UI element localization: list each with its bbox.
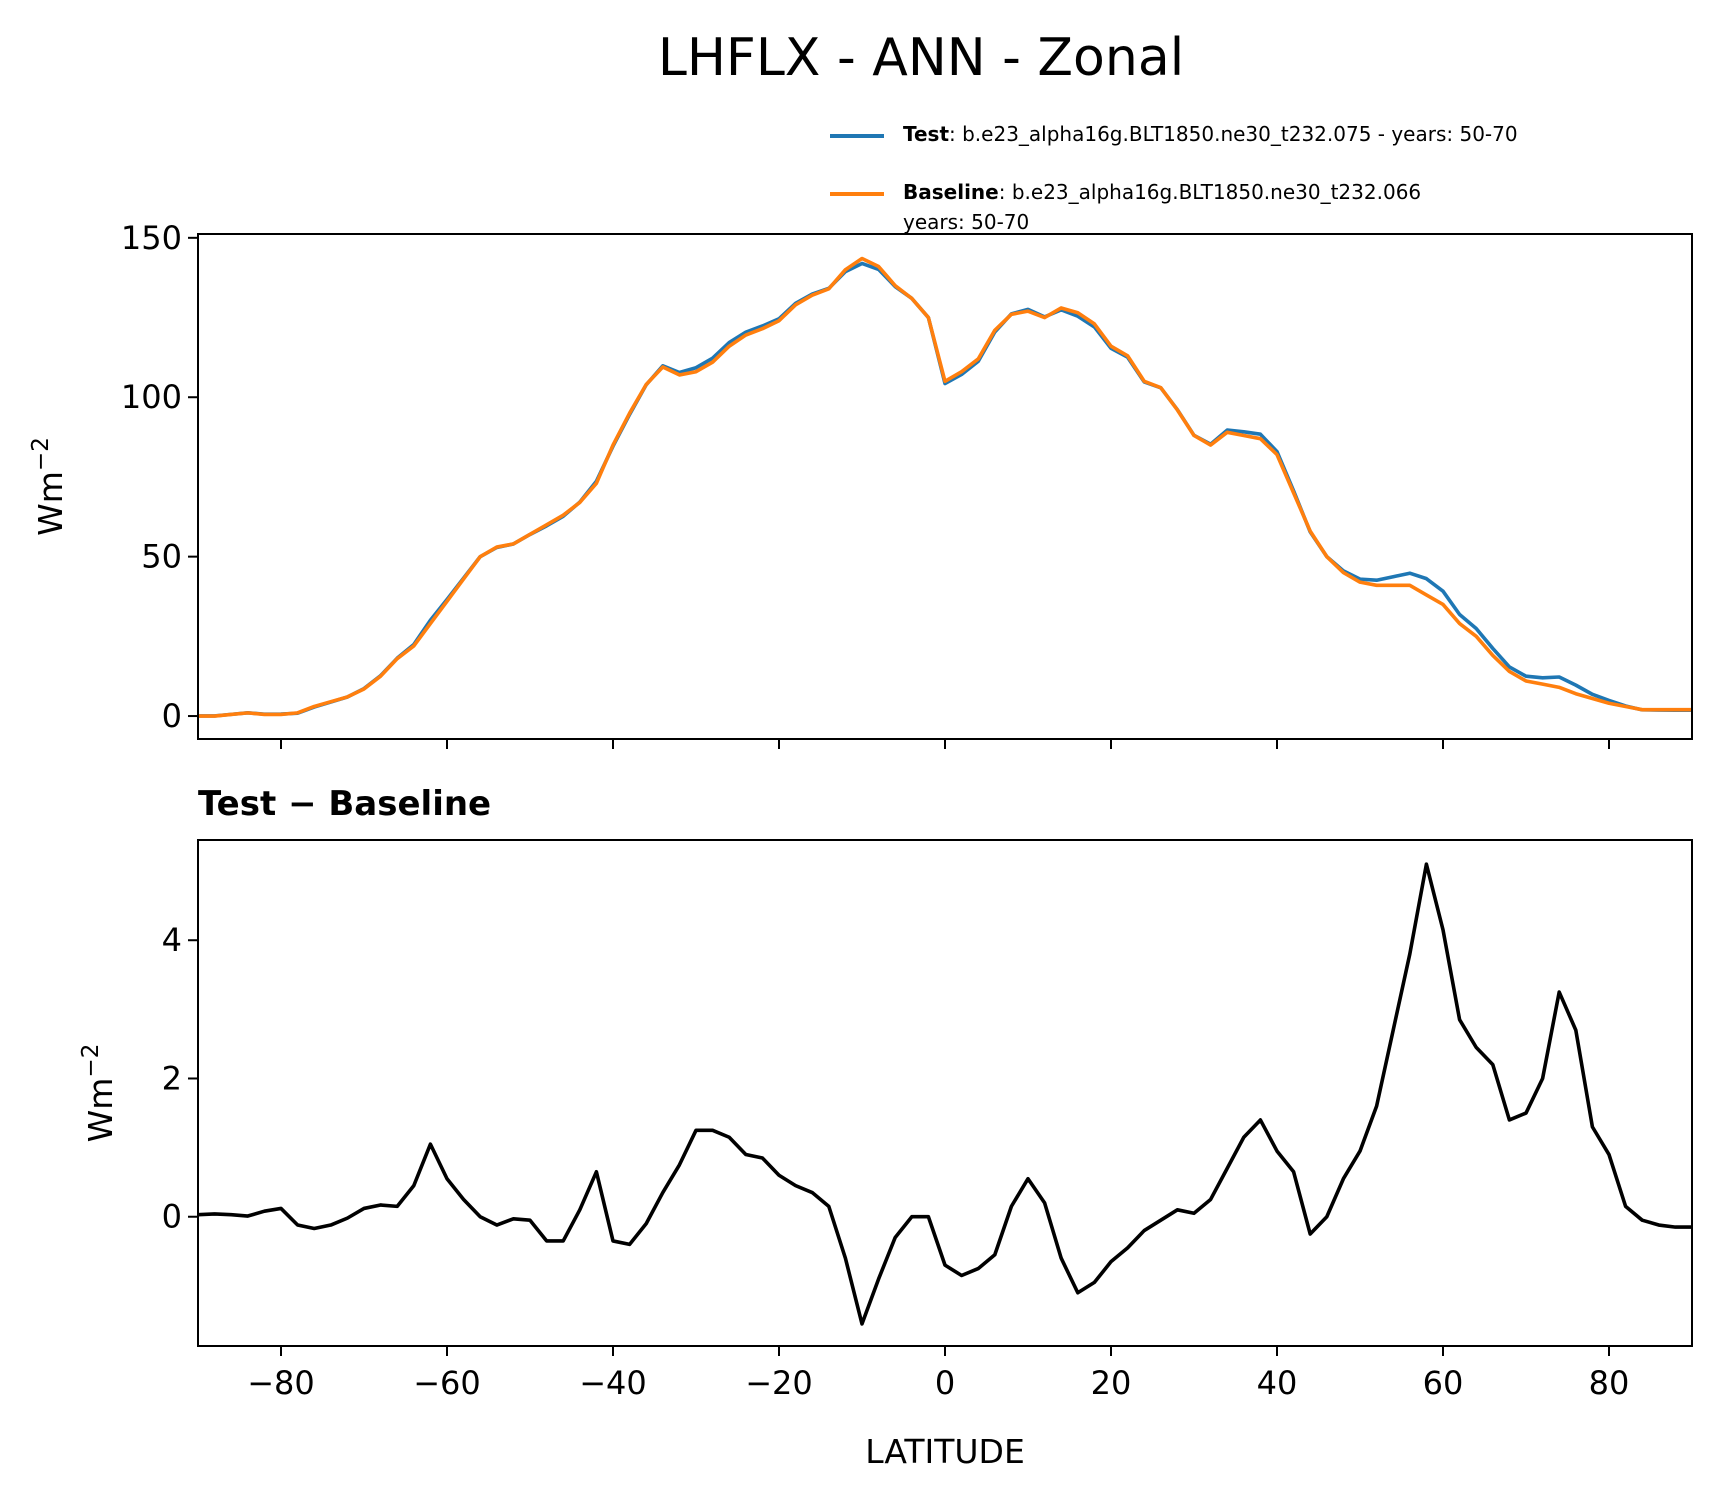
- legend-description: : b.e23_alpha16g.BLT1850.ne30_t232.075 -…: [949, 122, 1518, 146]
- y-tick-label: 50: [141, 538, 182, 576]
- x-tick-label: −80: [247, 1364, 315, 1402]
- legend-name: Baseline: [903, 180, 999, 204]
- x-tick-label: −20: [745, 1364, 813, 1402]
- legend-name: Test: [903, 122, 949, 146]
- y-tick-label: 100: [121, 378, 182, 416]
- x-tick-label: 40: [1257, 1364, 1298, 1402]
- y-tick-label: 0: [162, 1198, 182, 1236]
- x-tick-label: 60: [1423, 1364, 1464, 1402]
- y-axis-label: Wm−2: [28, 437, 70, 536]
- legend-label: Baseline: b.e23_alpha16g.BLT1850.ne30_t2…: [903, 180, 1421, 234]
- y-tick-label: 150: [121, 219, 182, 257]
- legend-description: years: 50-70: [903, 210, 1029, 234]
- y-axis-label-sup: −2: [28, 437, 54, 471]
- axes-frame: [197, 839, 1693, 1347]
- x-tick-label: 0: [935, 1364, 955, 1402]
- y-tick-label: 0: [162, 697, 182, 735]
- x-axis-label: LATITUDE: [865, 1432, 1025, 1471]
- x-tick-label: 80: [1589, 1364, 1630, 1402]
- x-tick-label: −40: [579, 1364, 647, 1402]
- data-line: [198, 261, 1692, 718]
- y-tick-label: 2: [162, 1059, 182, 1097]
- y-axis-label-text: Wm: [31, 471, 70, 536]
- y-tick-label: 4: [162, 921, 182, 959]
- y-axis-label-text: Wm: [81, 1078, 120, 1143]
- legend-description: : b.e23_alpha16g.BLT1850.ne30_t232.066: [999, 180, 1421, 204]
- data-line: [198, 862, 1692, 1326]
- x-tick-label: 20: [1091, 1364, 1132, 1402]
- y-axis-label: Wm−2: [78, 1044, 120, 1143]
- axes-frame: [197, 233, 1693, 740]
- x-tick-label: −60: [413, 1364, 481, 1402]
- panel-title: Test − Baseline: [198, 784, 491, 824]
- data-line: [198, 256, 1692, 718]
- legend-label: Test: b.e23_alpha16g.BLT1850.ne30_t232.0…: [903, 122, 1518, 146]
- y-axis-label-sup: −2: [78, 1044, 104, 1078]
- chart-title: LHFLX - ANN - Zonal: [658, 28, 1184, 88]
